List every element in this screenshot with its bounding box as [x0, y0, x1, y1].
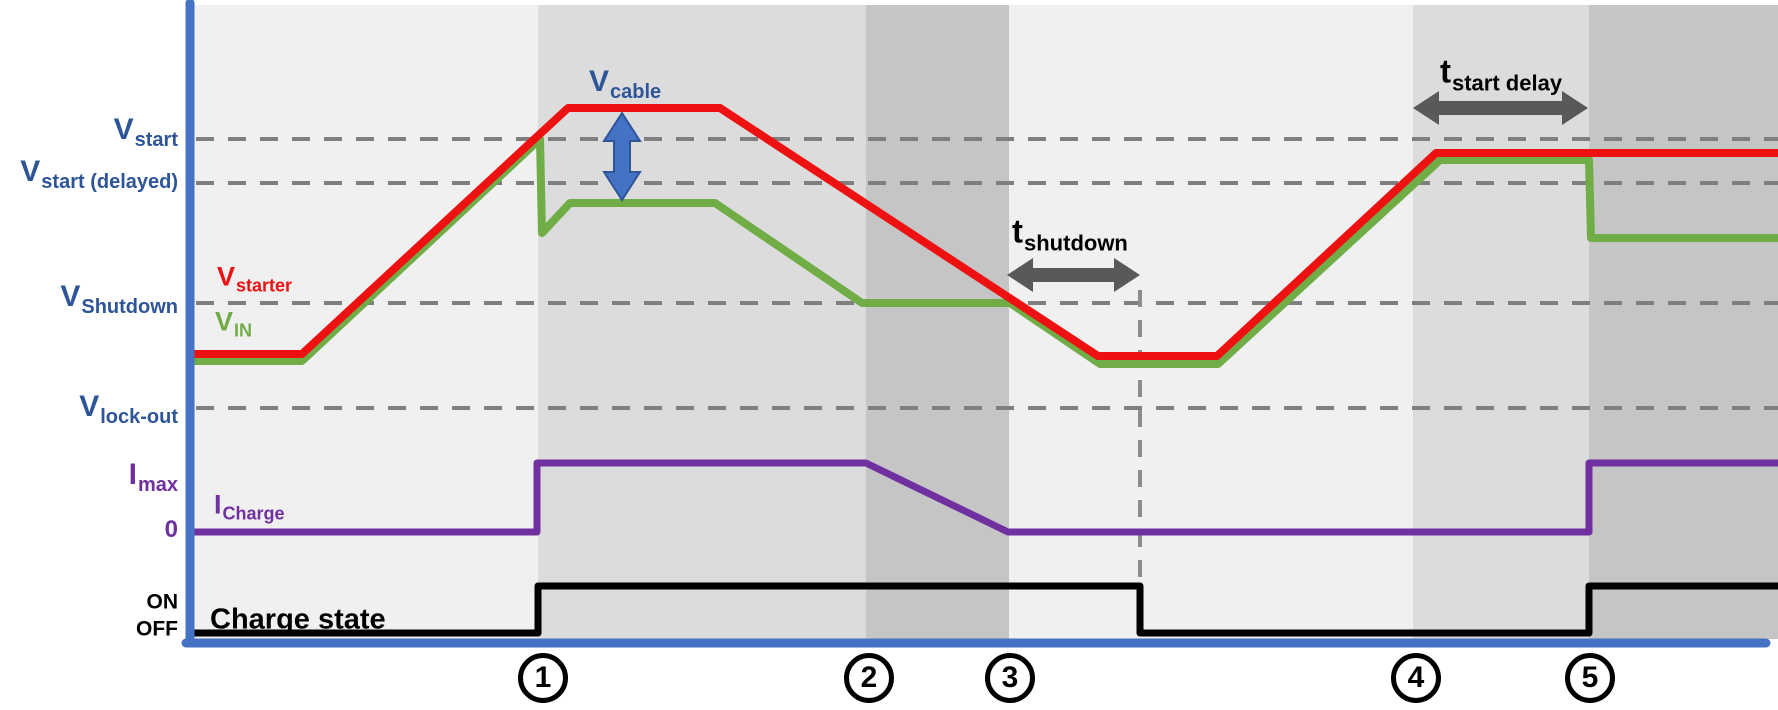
annotation-label-t-shutdown-main: t: [1012, 212, 1023, 250]
shaded-region-2: [538, 5, 866, 639]
axis-label-v-lockout-sub: lock-out: [100, 406, 178, 428]
event-marker-1-number: 1: [534, 661, 552, 694]
curve-label-i-charge-main: I: [214, 489, 222, 520]
series-v-starter: [193, 104, 1778, 360]
axis-label-v-start-delayed: Vstart (delayed): [20, 155, 178, 193]
shaded-region-3: [866, 5, 1009, 639]
event-marker-5-number: 5: [1581, 661, 1599, 694]
axis-label-on-main: ON: [146, 590, 179, 614]
annotation-label-t-start-delay-main: t: [1440, 52, 1451, 90]
event-marker-2-number: 2: [860, 661, 878, 694]
axis-label-off: OFF: [136, 619, 178, 640]
v-cable-arrow: [602, 111, 642, 202]
event-marker-3: 3: [985, 653, 1035, 703]
axis-label-v-shutdown-main: V: [60, 280, 81, 313]
t-shutdown-arrow: [1007, 258, 1140, 292]
curve-label-v-starter: Vstarter: [217, 261, 292, 295]
curve-label-i-charge-sub: Charge: [222, 503, 285, 524]
series-i-charge: [193, 459, 1778, 536]
axis-label-v-start: Vstart: [113, 113, 178, 151]
axis-label-on: ON: [147, 592, 179, 613]
curve-label-v-in: VIN: [215, 306, 252, 340]
event-marker-2: 2: [844, 653, 894, 703]
curve-label-v-in-main: V: [215, 306, 234, 337]
axis-label-off-main: OFF: [136, 617, 178, 641]
event-marker-4-number: 4: [1407, 661, 1425, 694]
event-marker-4: 4: [1391, 653, 1441, 703]
axis-label-v-start-sub: start: [134, 129, 178, 151]
curve-label-v-in-sub: IN: [234, 320, 253, 341]
annotation-label-v-cable-sub: cable: [610, 81, 662, 103]
curve-label-charge-state: Charge state: [210, 603, 386, 636]
event-marker-1: 1: [518, 653, 568, 703]
axis-label-i-max: Imax: [128, 458, 178, 496]
axis-label-i-max-sub: max: [137, 474, 178, 496]
shaded-region-6: [1589, 5, 1778, 639]
event-marker-3-number: 3: [1001, 661, 1019, 694]
axis-label-v-start-delayed-sub: start (delayed): [41, 171, 178, 193]
annotation-label-v-cable: Vcable: [589, 65, 661, 103]
axis-label-v-shutdown-sub: Shutdown: [81, 296, 178, 318]
t-start-delay-arrow: [1413, 91, 1588, 125]
axis-label-v-start-delayed-main: V: [20, 155, 41, 188]
axis-label-v-shutdown: VShutdown: [60, 280, 178, 318]
shaded-region-4: [1009, 5, 1413, 639]
annotation-label-t-start-delay: tstart delay: [1440, 52, 1562, 95]
axis-label-v-lockout: Vlock-out: [79, 390, 178, 428]
axis-label-v-lockout-main: V: [79, 390, 100, 423]
annotation-label-t-shutdown: tshutdown: [1012, 212, 1128, 255]
curve-label-i-charge: ICharge: [214, 489, 285, 523]
axis-label-zero: 0: [165, 518, 178, 542]
axis-label-zero-main: 0: [164, 516, 178, 543]
annotation-label-v-cable-main: V: [589, 65, 610, 98]
annotation-label-t-shutdown-sub: shutdown: [1024, 230, 1128, 256]
axis-label-i-max-main: I: [128, 458, 137, 491]
series-charge-state: [193, 582, 1778, 637]
annotation-label-t-start-delay-sub: start delay: [1452, 70, 1563, 96]
curve-label-v-starter-sub: starter: [236, 275, 293, 296]
series-v-in: [193, 135, 1778, 368]
axis-label-v-start-main: V: [113, 113, 134, 146]
curve-label-v-starter-main: V: [217, 261, 236, 292]
event-marker-5: 5: [1565, 653, 1615, 703]
